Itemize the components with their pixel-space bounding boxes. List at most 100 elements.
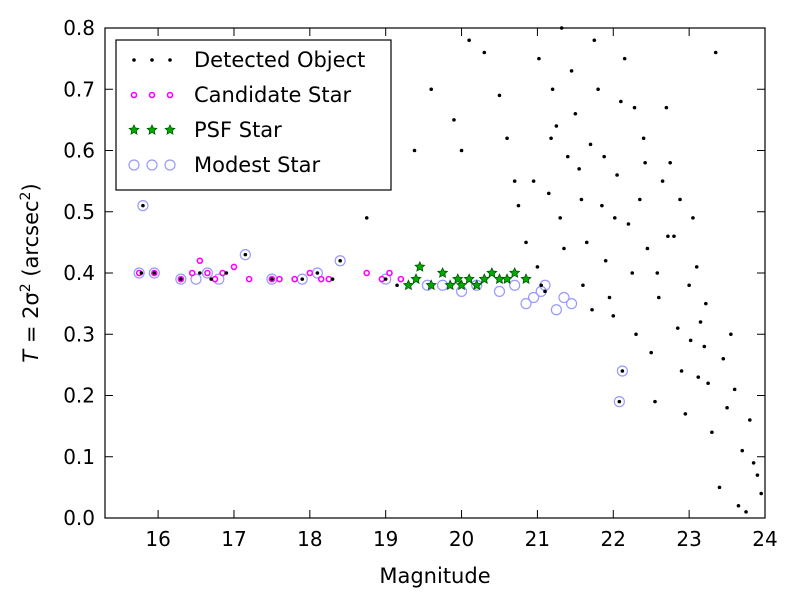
y-axis-label-part: T [19,348,43,363]
chart-point-detected-object-95 [602,154,606,159]
chart-point-detected-object-7 [243,252,248,257]
chart-point-detected-object-76 [717,485,722,490]
chart-point-detected-object-61 [660,179,665,183]
chart-point-detected-object-9 [300,277,305,281]
chart-point-psf-star-15 [520,273,532,284]
chart-point-detected-object-63 [668,160,672,165]
chart-point-psf-star-9 [471,279,483,291]
chart-point-detected-object-6 [224,271,229,275]
legend-marker-2-0 [128,124,140,135]
chart-point-detected-object-86 [755,473,760,477]
legend-label-modest-star: Modest Star [194,153,320,177]
chart-point-modest-star-17 [493,285,506,297]
chart-point-candidate-star-18 [386,269,393,277]
chart-point-detected-object-94 [590,307,594,312]
chart-point-modest-star-3 [175,273,187,285]
chart-point-detected-object-103 [696,375,701,379]
chart-point-modest-star-7 [239,249,251,261]
chart-point-detected-object-14 [383,277,388,281]
chart-point-psf-star-2 [414,260,426,272]
legend-marker-2-2 [164,124,176,135]
chart-point-detected-object-73 [706,381,710,386]
chart-point-detected-object-59 [653,399,657,404]
chart-point-detected-object-81 [736,503,741,508]
chart-point-modest-star-26 [613,396,625,408]
legend-marker-0-0 [132,58,136,62]
chart-point-detected-object-48 [611,314,616,318]
chart-point-detected-object-55 [638,197,642,202]
chart-point-detected-object-100 [666,234,670,239]
chart-point-detected-object-25 [516,203,521,208]
chart-point-detected-object-34 [558,216,562,220]
points-layer [133,26,764,514]
chart-point-detected-object-62 [664,105,669,110]
chart-point-detected-object-41 [584,240,589,245]
x-tick-label: 24 [752,527,777,551]
chart-point-detected-object-19 [459,148,464,153]
chart-point-modest-star-23 [550,304,562,316]
chart-point-candidate-star-17 [378,275,386,283]
chart-point-detected-object-93 [579,197,584,202]
x-tick-label: 19 [373,527,398,551]
chart-point-detected-object-15 [395,283,399,288]
y-tick-label: 0.2 [63,384,95,408]
x-tick-label: 21 [525,527,550,551]
chart-point-detected-object-69 [691,216,695,220]
x-tick-label: 16 [145,527,170,551]
chart-point-detected-object-65 [675,326,680,330]
y-axis-label-part: 2 [18,283,34,292]
chart-point-detected-object-18 [412,148,417,153]
chart-point-detected-object-91 [549,136,553,141]
chart-point-detected-object-75 [713,50,718,55]
chart-point-candidate-star-8 [230,263,238,271]
y-axis-label-part: ) [19,183,43,191]
y-tick-label: 0.6 [63,139,95,163]
chart-point-detected-object-31 [546,191,551,196]
chart-point-detected-object-5 [209,277,214,281]
chart-point-modest-star-24 [558,291,570,304]
y-axis-label-part: (arcsec [19,200,43,283]
chart-point-detected-object-49 [615,173,619,177]
chart-point-detected-object-2 [152,271,157,275]
chart-point-detected-object-11 [330,277,335,281]
chart-point-psf-star-7 [455,279,468,291]
legend-marker-1-1 [148,91,156,99]
chart-point-candidate-star-4 [196,257,204,265]
chart-point-detected-object-80 [732,387,737,392]
chart-point-detected-object-28 [535,265,540,269]
chart-point-detected-object-64 [672,234,676,239]
chart-point-candidate-star-13 [306,269,314,277]
x-axis-label: Magnitude [379,564,490,588]
chart-point-psf-star-10 [478,273,490,284]
chart-point-detected-object-17 [452,118,456,122]
chart-point-detected-object-43 [592,38,597,43]
chart-point-detected-object-39 [577,167,581,171]
chart-point-detected-object-40 [581,283,585,288]
chart-point-detected-object-79 [729,332,733,337]
chart-point-psf-star-5 [444,279,456,291]
chart-point-detected-object-98 [643,160,647,165]
chart-point-detected-object-27 [531,179,536,183]
chart-point-detected-object-70 [694,265,699,269]
chart-point-detected-object-45 [600,203,604,208]
y-axis-label: T = 2σ2 (arcsec2) [18,183,43,362]
chart-point-detected-object-13 [364,216,369,220]
y-tick-label: 0.5 [63,200,95,224]
chart-point-detected-object-57 [645,246,650,251]
chart-point-detected-object-35 [562,246,566,251]
chart-point-candidate-star-19 [397,275,405,283]
chart-point-detected-object-37 [569,69,574,73]
legend-marker-3-2 [164,159,176,171]
ticks-layer: 16 17 18 19 20 21 22 23 24 0.0 0.1 0.2 0.3 0.4 0.5 0.6 0… [63,16,778,551]
chart-point-detected-object-54 [634,332,638,337]
chart-point-detected-object-53 [630,271,635,275]
chart-point-detected-object-51 [622,56,627,61]
y-tick-label: 0.7 [63,77,95,101]
chart-point-detected-object-77 [721,356,726,361]
chart-point-psf-star-8 [463,273,475,284]
legend-marker-0-1 [150,58,154,62]
chart-point-detected-object-83 [744,510,748,514]
chart-point-modest-star-2 [148,267,160,279]
